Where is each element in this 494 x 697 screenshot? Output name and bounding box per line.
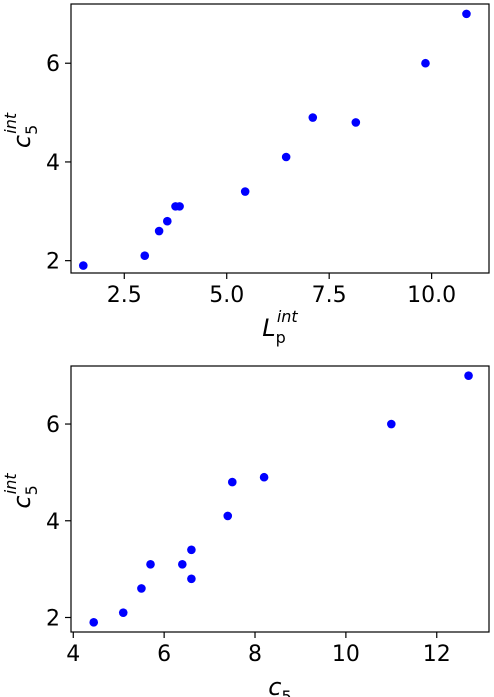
data-point — [308, 113, 318, 122]
data-point — [387, 419, 396, 429]
x-tick-label: 5.0 — [209, 283, 244, 308]
y-axis-label: c5int — [1, 112, 41, 148]
x-tick-label: 6 — [157, 642, 171, 667]
data-point — [175, 202, 184, 211]
data-point — [281, 152, 291, 162]
data-point — [464, 371, 473, 380]
plot-top-scatter: 2.5 5.0 7.5 10.0 2 4 6 Lpint c5int — [1, 3, 490, 347]
data-point — [89, 618, 99, 627]
x-tick-label: 10.0 — [407, 283, 456, 308]
data-point — [187, 574, 196, 584]
x-axis-label: Lpint — [262, 307, 298, 347]
y-tick-label: 2 — [46, 606, 60, 631]
data-point — [240, 187, 250, 196]
x-tick-label: 12 — [423, 642, 451, 667]
plot-frame — [70, 3, 490, 274]
data-point — [137, 584, 146, 593]
data-point — [146, 559, 155, 569]
data-point — [223, 511, 233, 521]
data-point — [462, 9, 471, 19]
data-point — [351, 118, 361, 127]
data-point — [163, 216, 172, 226]
x-tick-label: 4 — [66, 642, 80, 667]
y-tick-label: 4 — [46, 151, 60, 176]
data-point — [187, 545, 196, 555]
y-tick-label: 6 — [46, 413, 60, 438]
x-axis-label: c5 — [268, 673, 291, 697]
plot-frame — [70, 365, 490, 633]
data-point — [259, 472, 269, 482]
x-tick-label: 8 — [248, 642, 262, 667]
data-point — [118, 608, 128, 617]
data-point — [140, 251, 150, 261]
data-point — [227, 477, 237, 487]
data-point — [178, 559, 187, 569]
data-point — [78, 261, 88, 270]
y-axis-label: c5int — [1, 473, 41, 509]
x-tick-label: 7.5 — [312, 283, 347, 308]
y-tick-label: 4 — [46, 510, 60, 535]
data-point — [154, 226, 164, 236]
y-tick-label: 6 — [46, 52, 60, 77]
data-point — [421, 58, 430, 68]
x-tick-label: 10 — [332, 642, 360, 667]
y-tick-label: 2 — [46, 250, 60, 275]
x-tick-label: 2.5 — [107, 283, 142, 308]
